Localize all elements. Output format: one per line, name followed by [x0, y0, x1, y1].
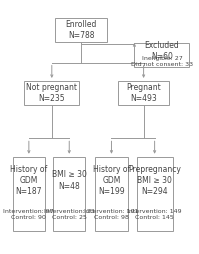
Bar — [56, 18, 107, 42]
Bar — [134, 43, 189, 67]
Text: Ineligible: 27
Did not consent: 33: Ineligible: 27 Did not consent: 33 — [131, 56, 193, 67]
Text: Prepregnancy
BMI ≥ 30
N=294: Prepregnancy BMI ≥ 30 N=294 — [128, 165, 181, 196]
Bar — [137, 157, 173, 231]
Text: Pregnant
N=493: Pregnant N=493 — [126, 83, 161, 103]
Text: History of
GDM
N=199: History of GDM N=199 — [93, 165, 130, 196]
Text: Enrolled
N=788: Enrolled N=788 — [65, 20, 97, 40]
Bar — [95, 157, 128, 231]
Text: Excluded
N=60: Excluded N=60 — [145, 41, 179, 61]
Text: Intervention: 101
Control: 98: Intervention: 101 Control: 98 — [84, 209, 139, 220]
Text: Not pregnant
N=235: Not pregnant N=235 — [26, 83, 77, 103]
Bar — [118, 81, 169, 105]
Text: BMI ≥ 30
N=48: BMI ≥ 30 N=48 — [52, 170, 87, 190]
Bar — [24, 81, 79, 105]
Text: History of
GDM
N=187: History of GDM N=187 — [10, 165, 48, 196]
Bar — [53, 157, 85, 231]
Text: Intervention: 97
Control: 90: Intervention: 97 Control: 90 — [4, 209, 54, 220]
Text: Intervention: 149
Control: 145: Intervention: 149 Control: 145 — [127, 209, 182, 220]
Bar — [13, 157, 45, 231]
Text: Intervention: 23
Control: 25: Intervention: 23 Control: 25 — [44, 209, 95, 220]
